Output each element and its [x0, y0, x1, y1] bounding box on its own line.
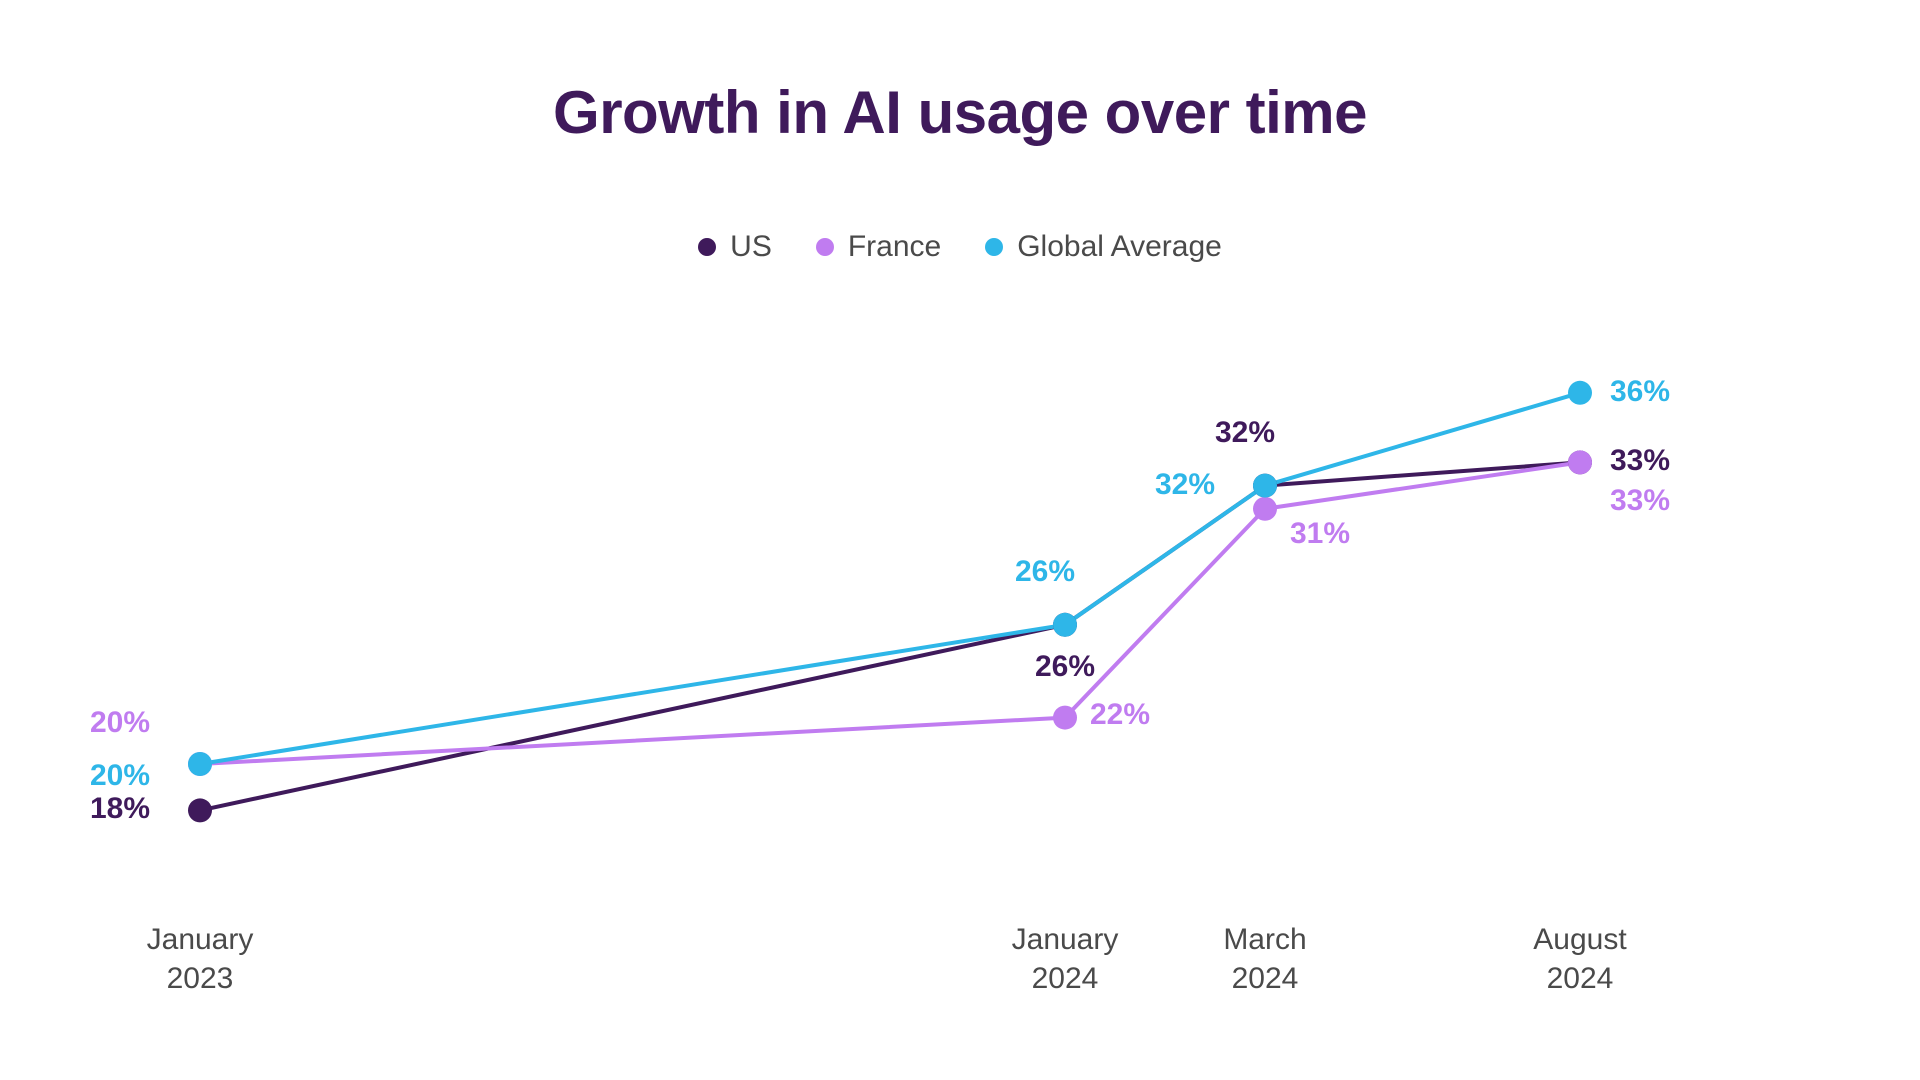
data-marker — [1568, 450, 1592, 474]
data-label: 32% — [1215, 416, 1275, 450]
x-axis-label: August 2024 — [1533, 920, 1626, 998]
data-label: 33% — [1610, 484, 1670, 518]
x-axis-label: January 2023 — [147, 920, 254, 998]
line-chart: Growth in AI usage over time USFranceGlo… — [0, 0, 1920, 1080]
x-axis-label: January 2024 — [1012, 920, 1119, 998]
series-line — [200, 462, 1580, 764]
x-axis-label: March 2024 — [1223, 920, 1306, 998]
data-marker — [1568, 381, 1592, 405]
data-label: 32% — [1155, 468, 1215, 502]
data-marker — [1253, 497, 1277, 521]
data-label: 26% — [1015, 555, 1075, 589]
data-label: 36% — [1610, 375, 1670, 409]
data-label: 33% — [1610, 444, 1670, 478]
plot-svg — [0, 0, 1920, 1080]
data-label: 20% — [90, 759, 150, 793]
data-marker — [188, 798, 212, 822]
series-line — [200, 393, 1580, 764]
data-marker — [1253, 474, 1277, 498]
data-marker — [188, 752, 212, 776]
series-line — [200, 462, 1580, 810]
data-label: 26% — [1035, 650, 1095, 684]
data-marker — [1053, 613, 1077, 637]
data-label: 18% — [90, 792, 150, 826]
data-label: 31% — [1290, 517, 1350, 551]
data-marker — [1053, 706, 1077, 730]
data-label: 20% — [90, 706, 150, 740]
data-label: 22% — [1090, 698, 1150, 732]
